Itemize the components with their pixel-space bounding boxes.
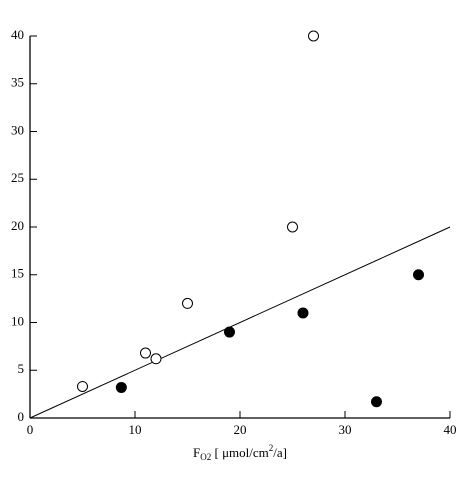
point bbox=[224, 326, 235, 338]
point bbox=[140, 347, 151, 359]
fit-line bbox=[29, 226, 451, 419]
x-tick-label: 10 bbox=[129, 422, 142, 437]
point bbox=[182, 297, 193, 309]
x-tick-label: 0 bbox=[27, 422, 34, 437]
y-tick-label: 5 bbox=[18, 361, 25, 376]
point bbox=[287, 221, 298, 233]
x-label-part: O2 bbox=[200, 452, 211, 462]
point bbox=[297, 307, 309, 319]
x-label-part: F bbox=[193, 445, 200, 460]
y-tick-label: 15 bbox=[11, 266, 24, 281]
y-tick-label: 0 bbox=[18, 409, 25, 424]
point bbox=[115, 381, 127, 393]
x-label-part: [ μmol/cm bbox=[211, 445, 269, 460]
y-tick-label: 35 bbox=[11, 75, 24, 90]
x-label-part: /a] bbox=[273, 445, 287, 460]
point bbox=[308, 30, 319, 42]
x-label-part: 2 bbox=[269, 443, 274, 453]
x-tick-label: 20 bbox=[234, 422, 247, 437]
y-tick-label: 25 bbox=[11, 170, 24, 185]
y-tick-label: 40 bbox=[11, 27, 24, 42]
point bbox=[413, 269, 424, 281]
y-tick-label: 20 bbox=[11, 218, 24, 233]
x-tick-label: 40 bbox=[444, 422, 457, 437]
point bbox=[150, 353, 162, 365]
point bbox=[371, 396, 382, 408]
x-axis-label: FO2 [ μmol/cm2/a] bbox=[193, 443, 287, 462]
y-tick-label: 10 bbox=[11, 313, 24, 328]
x-tick-label: 30 bbox=[339, 422, 352, 437]
y-tick-label: 30 bbox=[11, 122, 24, 137]
point bbox=[77, 380, 88, 392]
